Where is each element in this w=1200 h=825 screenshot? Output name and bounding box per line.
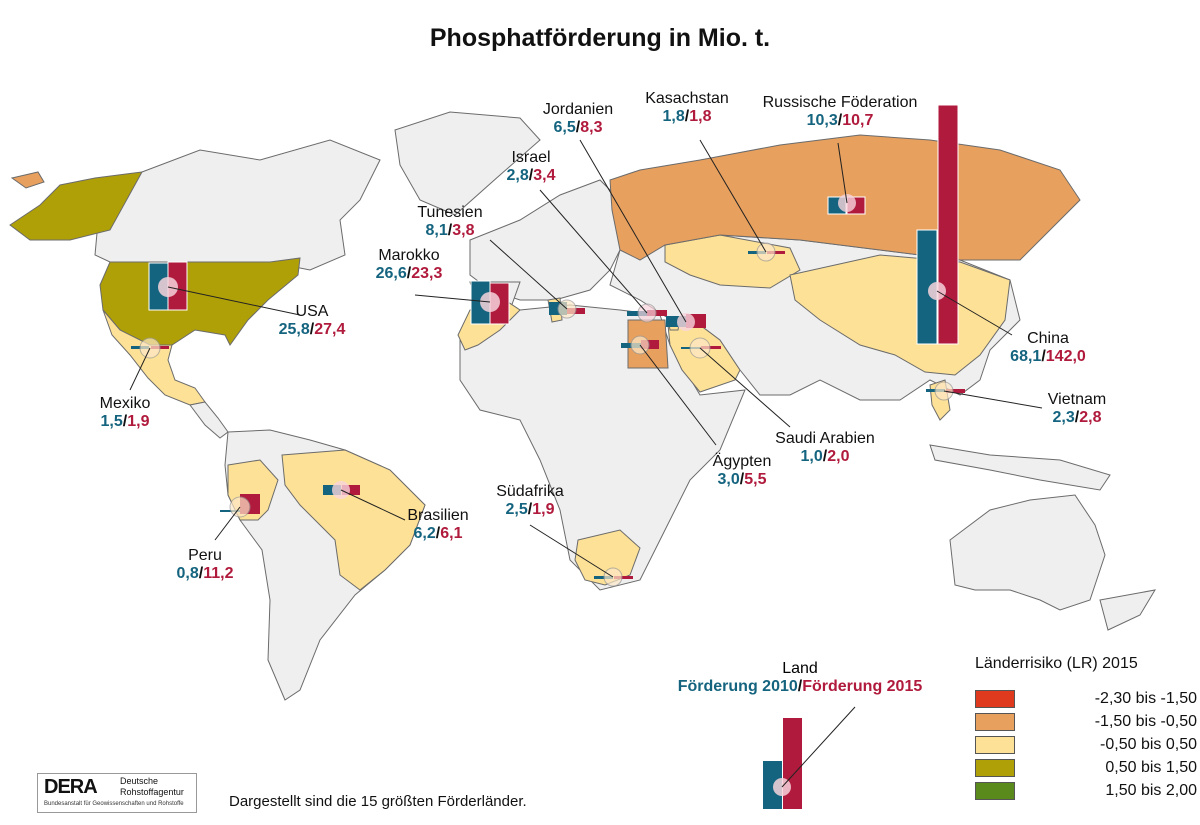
- label-aegypten: Ägypten 3,0/5,5: [712, 453, 772, 489]
- label-peru: Peru 0,8/11,2: [176, 547, 234, 583]
- risk-class-2: -1,50 bis -0,50: [975, 710, 1197, 733]
- risk-class-5: 1,50 bis 2,00: [975, 779, 1197, 802]
- swatch-light-yellow: [975, 735, 1015, 754]
- label-suedafrika: Südafrika 2,5/1,9: [496, 483, 564, 519]
- footnote: Dargestellt sind die 15 größten Förderlä…: [229, 793, 527, 810]
- risk-class-3: -0,50 bis 0,50: [975, 733, 1197, 756]
- country-canada: [94, 139, 381, 271]
- label-tunesien: Tunesien 8,1/3,8: [417, 204, 483, 240]
- label-china: China 68,1/142,0: [1010, 330, 1086, 366]
- country-new-zealand: [1099, 589, 1156, 631]
- country-alaska: [9, 171, 143, 241]
- label-brasilien: Brasilien 6,2/6,1: [407, 507, 469, 543]
- country-russia-east: [10, 171, 45, 189]
- continent-australia: [949, 494, 1106, 611]
- swatch-orange: [975, 712, 1015, 731]
- map-title: Phosphatförderung in Mio. t.: [429, 24, 771, 52]
- legend-2015: Förderung 2015: [802, 678, 923, 695]
- swatch-green: [975, 781, 1015, 800]
- risk-class-4: 0,50 bis 1,50: [975, 756, 1197, 779]
- label-mexiko: Mexiko 1,5/1,9: [99, 395, 151, 431]
- label-usa: USA 25,8/27,4: [278, 303, 346, 339]
- country-usa: [99, 257, 301, 346]
- label-jordanien: Jordanien 6,5/8,3: [542, 101, 614, 137]
- swatch-red: [975, 689, 1015, 708]
- label-vietnam: Vietnam 2,3/2,8: [1047, 391, 1107, 427]
- label-israel: Israel 2,8/3,4: [506, 149, 556, 185]
- risk-class-1: -2,30 bis -1,50: [975, 687, 1197, 710]
- label-kasachstan: Kasachstan 1,8/1,8: [645, 90, 729, 126]
- legend-2010: Förderung 2010: [677, 678, 798, 695]
- label-russland: Russische Föderation 10,3/10,7: [762, 94, 918, 130]
- label-saudi-arabien: Saudi Arabien 1,0/2,0: [775, 430, 875, 466]
- country-greenland: [394, 111, 541, 216]
- dera-logo: DERA Deutsche Rohstoffagentur Bundesansta…: [37, 773, 197, 813]
- country-brazil: [281, 449, 426, 591]
- risk-legend-title: Länderrisiko (LR) 2015: [975, 655, 1138, 672]
- continents: [9, 111, 1156, 701]
- swatch-olive: [975, 758, 1015, 777]
- region-indonesia: [929, 444, 1111, 491]
- risk-legend: Länderrisiko (LR) 2015 -2,30 bis -1,50 -…: [975, 655, 1197, 802]
- leader-lines: [129, 139, 1043, 788]
- bar-legend: Land Förderung 2010/Förderung 2015: [650, 660, 950, 696]
- label-marokko: Marokko 26,6/23,3: [375, 247, 443, 283]
- legend-land-name: Land: [782, 660, 818, 677]
